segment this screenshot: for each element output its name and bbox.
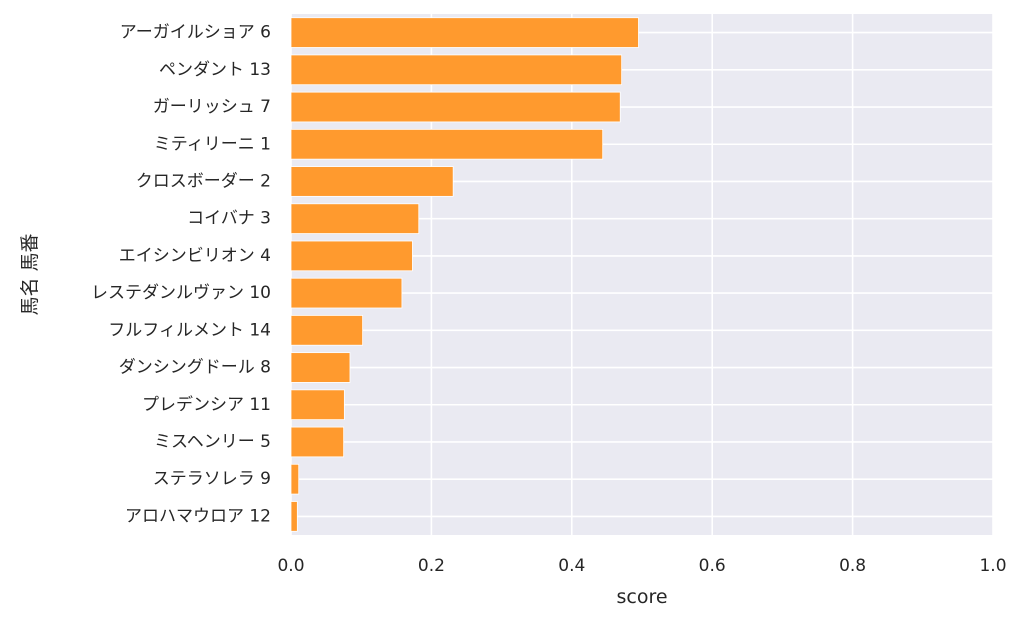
bar [290, 501, 298, 532]
bar [290, 166, 454, 197]
bar [290, 352, 351, 383]
x-tick-label: 0.4 [558, 556, 585, 576]
bar [290, 426, 345, 458]
y-tick-label: ステラソレラ 9 [153, 469, 271, 489]
y-tick-label: コイバナ 3 [187, 209, 271, 229]
bar [290, 240, 413, 272]
bars [290, 17, 639, 532]
y-tick-label: レステダンルヴァン 10 [91, 283, 271, 303]
y-tick-label: エイシンビリオン 4 [119, 246, 271, 266]
x-tick-label: 0.6 [699, 556, 726, 576]
y-tick-label: ダンシングドール 8 [119, 358, 271, 378]
x-tick-label: 0.8 [839, 556, 866, 576]
bar [290, 389, 345, 421]
bar [290, 54, 623, 86]
y-tick-label: ミティリーニ 1 [154, 134, 271, 154]
x-tick-label: 1.0 [979, 556, 1006, 576]
y-axis-label: 馬名 馬番 [19, 233, 41, 315]
y-tick-label: ペンダント 13 [159, 60, 271, 80]
y-tick-labels: アーガイルショア 6 ペンダント 13 ガーリッシュ 7 ミティリーニ 1 クロスボーダ… [91, 23, 271, 527]
x-tick-label: 0.0 [277, 556, 304, 576]
y-tick-label: フルフィルメント 14 [108, 320, 271, 340]
bar [290, 463, 300, 495]
bar [290, 128, 604, 160]
bar [290, 203, 420, 234]
y-tick-label: アロハマウロア 12 [125, 506, 271, 526]
x-axis-label: score [616, 586, 667, 608]
y-tick-label: ガーリッシュ 7 [153, 97, 271, 117]
y-tick-label: アーガイルショア 6 [120, 23, 271, 43]
bar [290, 315, 364, 346]
x-tick-label: 0.2 [418, 556, 445, 576]
bar [290, 91, 621, 123]
x-tick-labels: 0.0 0.2 0.4 0.6 0.8 1.0 [277, 556, 1006, 576]
y-tick-label: ミスヘンリー 5 [154, 432, 271, 452]
y-tick-label: プレデンシア 11 [142, 394, 271, 415]
bar [290, 277, 403, 309]
y-tick-label: クロスボーダー 2 [136, 171, 271, 191]
bar [290, 17, 639, 48]
